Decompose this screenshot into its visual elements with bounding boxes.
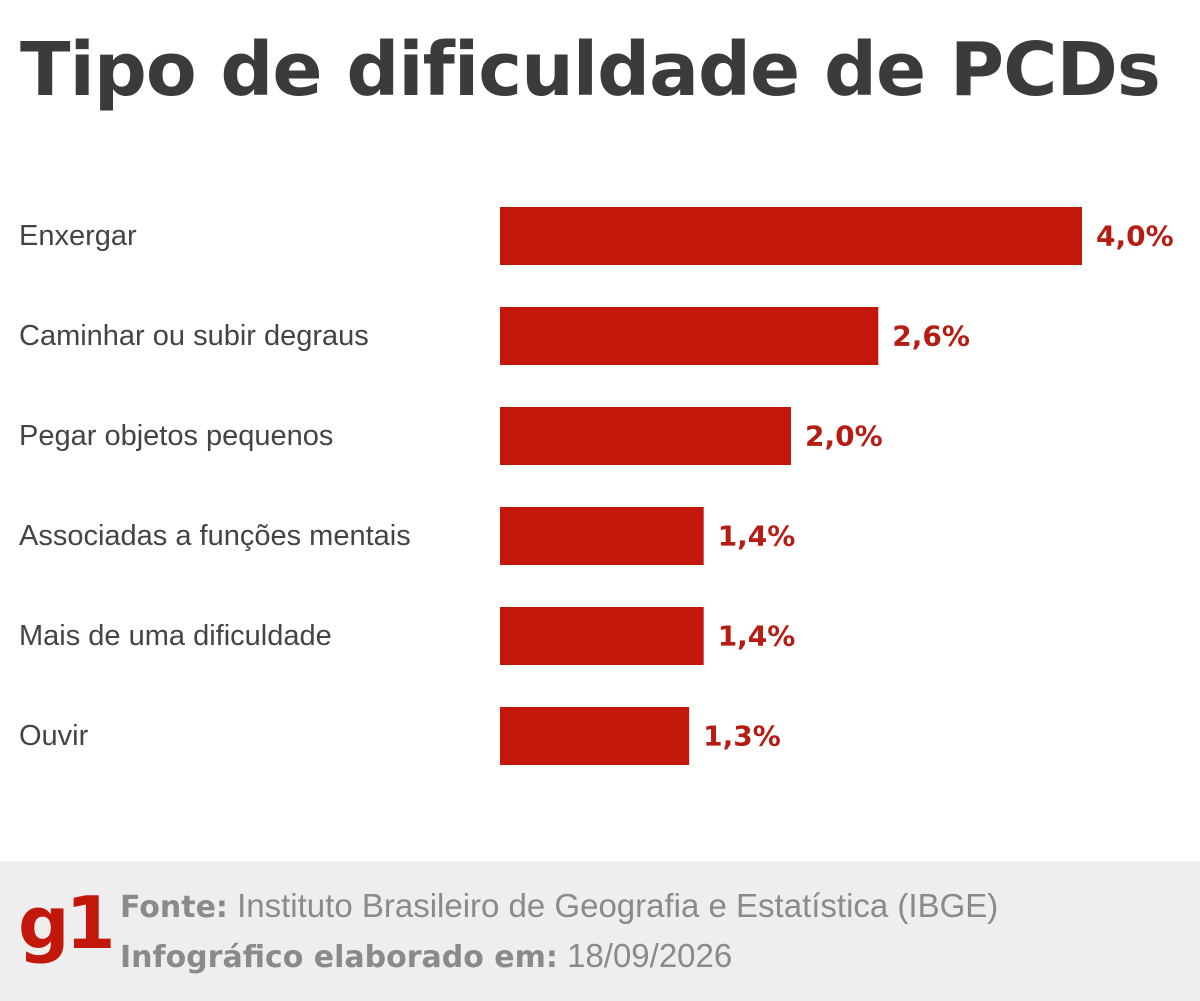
source-value: Instituto Brasileiro de Geografia e Esta… (237, 887, 999, 924)
page-title: Tipo de dificuldade de PCDs (20, 27, 1161, 113)
category-label: Caminhar ou subir degraus (19, 320, 369, 352)
bar (500, 507, 704, 565)
date-label: Infográfico elaborado em: (120, 940, 558, 975)
source-line: Fonte: Instituto Brasileiro de Geografia… (120, 887, 998, 925)
bar (500, 607, 704, 665)
category-label: Associadas a funções mentais (19, 520, 411, 552)
g1-logo[interactable]: g1 (18, 881, 116, 965)
value-label: 1,4% (718, 620, 796, 653)
value-label: 1,4% (718, 520, 796, 553)
category-label: Mais de uma dificuldade (19, 620, 332, 652)
bar (500, 707, 690, 765)
date-line: Infográfico elaborado em: 18/09/2026 (120, 937, 732, 975)
bar (500, 207, 1082, 265)
category-label: Pegar objetos pequenos (19, 420, 333, 452)
bar (500, 407, 791, 465)
value-label: 2,6% (892, 320, 970, 353)
bar (500, 307, 879, 365)
source-label: Fonte: (120, 890, 228, 925)
value-label: 4,0% (1096, 220, 1174, 253)
footer: g1 Fonte: Instituto Brasileiro de Geogra… (0, 861, 1200, 1001)
date-value: 18/09/2026 (567, 937, 733, 974)
value-label: 1,3% (703, 720, 781, 753)
bar-chart: Enxergar 4,0% Caminhar ou subir degraus 2,6… (19, 207, 1174, 765)
category-label: Ouvir (19, 720, 89, 752)
category-label: Enxergar (19, 220, 137, 252)
value-label: 2,0% (805, 420, 883, 453)
